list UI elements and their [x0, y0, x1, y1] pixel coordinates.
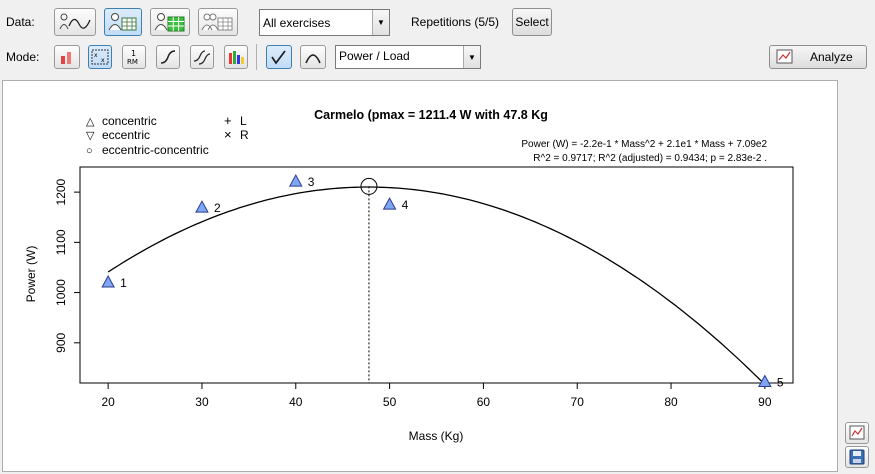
- y-tick-label: 900: [54, 332, 68, 352]
- analyze-label: Analyze: [810, 50, 853, 64]
- sqrt-icon: [271, 50, 286, 65]
- one-rm-icon: 1 RM: [127, 49, 138, 66]
- show-chart-button[interactable]: [845, 422, 869, 444]
- data-point: [195, 200, 209, 213]
- mode-multi-curve-button[interactable]: [190, 45, 214, 69]
- repetitions-label: Repetitions (5/5): [411, 15, 500, 29]
- plot-box: [79, 166, 794, 384]
- x-tick-label: 90: [758, 395, 772, 409]
- mode-select[interactable]: Power / Load ▼: [335, 45, 481, 69]
- parabola-icon: [305, 54, 321, 64]
- svg-text:RM: RM: [127, 58, 138, 66]
- legend-symbol-eccentric-concentric: ○: [86, 145, 93, 157]
- y-axis-label: Power (W): [24, 246, 38, 303]
- mode-label: Mode:: [6, 50, 40, 64]
- svg-text:x: x: [94, 52, 98, 59]
- chart-title: Carmelo (pmax = 1211.4 W with 47.8 Kg: [314, 108, 548, 122]
- point-label: 2: [214, 201, 221, 215]
- group-grid-icon: [201, 13, 233, 31]
- fit-curve: [107, 186, 766, 385]
- mode-color-bars-button[interactable]: [224, 45, 248, 69]
- data-point: [382, 197, 397, 210]
- multi-curve-icon: [193, 50, 211, 65]
- x-tick-label: 40: [289, 395, 303, 409]
- legend: △ concentric ▽ eccentric ○ eccentric-con…: [86, 113, 249, 157]
- chevron-down-icon: ▼: [372, 10, 389, 35]
- person-sessions-button[interactable]: [150, 8, 190, 36]
- mode-curve-button[interactable]: [156, 45, 180, 69]
- mode-1rm-button[interactable]: 1 RM: [122, 45, 146, 69]
- save-button[interactable]: [845, 446, 869, 468]
- bar-chart-icon: [61, 52, 71, 64]
- fit-parabola-button[interactable]: [300, 45, 326, 69]
- legend-label-eccentric-concentric: eccentric-concentric: [102, 143, 209, 157]
- mode-select-value: Power / Load: [339, 49, 410, 63]
- color-bars-icon: [229, 51, 244, 64]
- legend-label-eccentric: eccentric: [102, 128, 150, 142]
- point-label: 5: [777, 375, 784, 389]
- single-curve-button[interactable]: [54, 8, 96, 36]
- point-label: 4: [402, 198, 409, 212]
- legend-symbol-eccentric: ▽: [86, 130, 95, 142]
- pmax-marker: [360, 177, 378, 195]
- x-tick-label: 80: [664, 395, 678, 409]
- chart-icon: [849, 425, 865, 440]
- svg-text:x: x: [101, 57, 105, 64]
- y-tick-label: 1200: [54, 178, 68, 205]
- chevron-down-icon: ▼: [463, 46, 480, 68]
- x-tick-label: 60: [477, 395, 491, 409]
- exercise-select-value: All exercises: [263, 16, 331, 30]
- select-button[interactable]: Select: [512, 8, 552, 36]
- plot-panel: Carmelo (pmax = 1211.4 W with 47.8 Kg △ …: [2, 80, 838, 472]
- power-load-chart: Carmelo (pmax = 1211.4 W with 47.8 Kg △ …: [24, 108, 794, 443]
- legend-symbol-right: ×: [224, 127, 232, 142]
- legend-symbol-concentric: △: [86, 116, 95, 128]
- save-disk-icon: [849, 449, 865, 465]
- curve-icon: [160, 50, 176, 64]
- analyze-chart-icon: [776, 49, 793, 64]
- point-label: 3: [308, 175, 315, 189]
- mode-xy-button[interactable]: x x: [88, 45, 112, 69]
- person-grid-icon: [108, 13, 137, 31]
- person-session-button[interactable]: [104, 8, 142, 36]
- legend-symbol-left: +: [224, 113, 232, 128]
- data-point: [758, 374, 772, 387]
- point-label: 1: [120, 276, 127, 290]
- analyze-button[interactable]: Analyze: [769, 45, 867, 69]
- x-tick-label: 70: [571, 395, 585, 409]
- legend-label-left: L: [240, 114, 247, 128]
- data-point: [288, 174, 303, 187]
- svg-text:1: 1: [131, 49, 136, 58]
- x-tick-label: 50: [383, 395, 397, 409]
- legend-label-concentric: concentric: [102, 114, 157, 128]
- person-green-grid-icon: [154, 13, 185, 32]
- data-label: Data:: [6, 15, 35, 29]
- xy-icon: x x: [91, 49, 109, 65]
- fit-sqrt-button[interactable]: [266, 45, 292, 69]
- x-axis-label: Mass (Kg): [409, 429, 464, 443]
- exercise-select[interactable]: All exercises ▼: [259, 9, 390, 36]
- y-tick-label: 1100: [54, 229, 68, 255]
- y-tick-label: 1000: [54, 279, 68, 306]
- toolbar-separator: [256, 44, 257, 70]
- persons-session-button[interactable]: [198, 8, 238, 36]
- fit-statistics: R^2 = 0.9717; R^2 (adjusted) = 0.9434; p…: [533, 153, 767, 164]
- x-tick-label: 20: [101, 395, 115, 409]
- x-tick-label: 30: [195, 395, 209, 409]
- curve-person-icon: [59, 13, 91, 30]
- legend-label-right: R: [240, 128, 249, 142]
- mode-bars-button[interactable]: [54, 45, 80, 69]
- fit-equation: Power (W) = -2.2e-1 * Mass^2 + 2.1e1 * M…: [521, 139, 767, 150]
- data-point: [101, 274, 115, 288]
